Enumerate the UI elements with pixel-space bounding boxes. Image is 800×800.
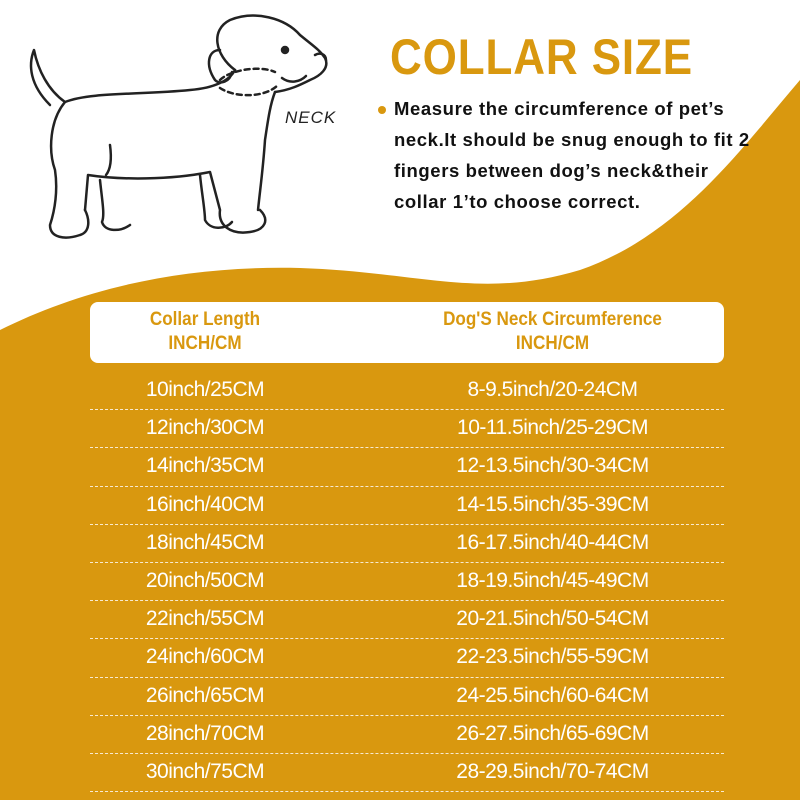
table-row: 20inch/50CM 18-19.5inch/45-49CM — [90, 563, 724, 602]
neck-circumference-cell: 26-27.5inch/65-69CM — [456, 721, 649, 745]
table-row: 12inch/30CM 10-11.5inch/25-29CM — [90, 410, 724, 449]
collar-length-cell: 14inch/35CM — [145, 454, 265, 478]
table-row: 30inch/75CM 28-29.5inch/70-74CM — [90, 754, 724, 793]
neck-circumference-cell: 18-19.5inch/45-49CM — [456, 568, 649, 592]
neck-circumference-cell: 16-17.5inch/40-44CM — [456, 530, 649, 554]
header-unit: INCH/CM — [168, 333, 242, 354]
header-label: Collar Length — [149, 309, 261, 330]
size-table: 10inch/25CM 8-9.5inch/20-24CM 12inch/30CM 1… — [90, 372, 724, 793]
collar-length-cell: 30inch/75CM — [145, 759, 265, 783]
table-row: 22inch/55CM 20-21.5inch/50-54CM — [90, 601, 724, 640]
header-label: Dog'S Neck Circumference — [443, 309, 662, 330]
table-row: 14inch/35CM 12-13.5inch/30-34CM — [90, 448, 724, 487]
header-neck-circumference: Dog'S Neck Circumference INCH/CM — [397, 308, 708, 356]
neck-circumference-cell: 14-15.5inch/35-39CM — [456, 492, 649, 516]
header-unit: INCH/CM — [515, 333, 590, 354]
collar-length-cell: 10inch/25CM — [145, 378, 265, 401]
table-row: 24inch/60CM 22-23.5inch/55-59CM — [90, 639, 724, 678]
table-row: 18inch/45CM 16-17.5inch/40-44CM — [90, 525, 724, 563]
neck-circumference-cell: 22-23.5inch/55-59CM — [456, 645, 649, 669]
collar-length-cell: 24inch/60CM — [145, 645, 265, 669]
neck-circumference-cell: 10-11.5inch/25-29CM — [457, 416, 648, 440]
dog-outline-illustration — [29, 14, 328, 239]
collar-length-cell: 20inch/50CM — [145, 568, 265, 592]
page-title: COLLAR SIZE — [390, 29, 694, 85]
table-row: 26inch/65CM 24-25.5inch/60-64CM — [90, 678, 724, 716]
collar-length-cell: 18inch/45CM — [145, 530, 265, 554]
collar-length-cell: 28inch/70CM — [145, 721, 265, 745]
table-header: Collar Length INCH/CM Dog'S Neck Circumf… — [90, 302, 724, 363]
collar-length-cell: 12inch/30CM — [145, 416, 265, 440]
header-collar-length: Collar Length INCH/CM — [129, 308, 282, 356]
description-text: Measure the circumference of pet’s neck.… — [394, 98, 750, 212]
collar-length-cell: 22inch/55CM — [145, 607, 265, 631]
collar-length-cell: 26inch/65CM — [145, 683, 265, 707]
table-row: 28inch/70CM 26-27.5inch/65-69CM — [90, 716, 724, 754]
neck-circumference-cell: 24-25.5inch/60-64CM — [456, 683, 649, 707]
neck-label: NECK — [285, 108, 337, 127]
collar-length-cell: 16inch/40CM — [145, 492, 265, 516]
neck-circumference-cell: 28-29.5inch/70-74CM — [456, 759, 649, 783]
neck-circumference-cell: 12-13.5inch/30-34CM — [456, 454, 649, 478]
table-row: 16inch/40CM 14-15.5inch/35-39CM — [90, 487, 724, 525]
bullet-icon — [378, 106, 386, 115]
table-row: 10inch/25CM 8-9.5inch/20-24CM — [90, 372, 724, 411]
neck-circumference-cell: 8-9.5inch/20-24CM — [467, 378, 638, 401]
neck-circumference-cell: 20-21.5inch/50-54CM — [456, 607, 649, 631]
description: Measure the circumference of pet’s neck.… — [378, 93, 758, 217]
